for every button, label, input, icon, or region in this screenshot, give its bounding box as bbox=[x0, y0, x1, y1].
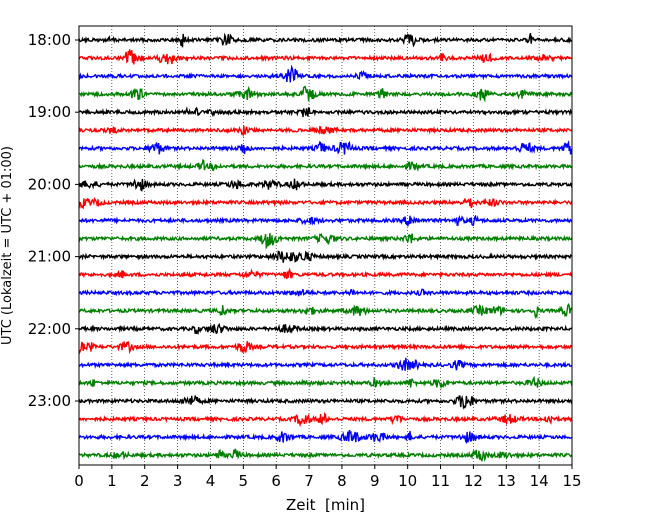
seismic-trace-1845 bbox=[78, 85, 573, 103]
trace-layer bbox=[78, 32, 573, 463]
x-tick-label: 12 bbox=[464, 472, 483, 490]
x-tick-label: 7 bbox=[304, 472, 314, 490]
seismic-trace-2245 bbox=[78, 375, 573, 390]
grid-layer bbox=[111, 26, 540, 465]
x-tick-label: 14 bbox=[530, 472, 549, 490]
x-axis-ticks: 0 1 2 3 4 5 6 7 8 9 10 11 12 13 14 15 bbox=[74, 465, 582, 490]
seismic-trace-2315 bbox=[78, 411, 573, 428]
x-tick-label: 5 bbox=[239, 472, 249, 490]
x-tick-label: 0 bbox=[74, 472, 84, 490]
seismic-trace-1900 bbox=[79, 106, 573, 118]
y-axis-label: UTC (Lokalzeit = UTC + 01:00) bbox=[0, 146, 15, 345]
x-tick-label: 4 bbox=[206, 472, 216, 490]
seismic-trace-1945 bbox=[78, 158, 573, 172]
y-tick-label: 18:00 bbox=[28, 31, 71, 49]
seismic-trace-2000 bbox=[78, 178, 573, 192]
seismic-trace-2130 bbox=[78, 288, 573, 297]
seismic-trace-2015 bbox=[78, 196, 573, 210]
seismic-trace-2200 bbox=[78, 322, 573, 336]
seismic-trace-2230 bbox=[78, 357, 573, 371]
plot-frame bbox=[78, 25, 573, 466]
y-tick-label: 21:00 bbox=[28, 248, 71, 266]
seismic-trace-1915 bbox=[78, 125, 573, 138]
x-tick-label: 10 bbox=[398, 472, 417, 490]
seismic-trace-1930 bbox=[78, 139, 573, 155]
y-tick-label: 22:00 bbox=[28, 320, 71, 338]
x-tick-label: 8 bbox=[337, 472, 347, 490]
y-tick-label: 19:00 bbox=[28, 103, 71, 121]
x-tick-label: 15 bbox=[562, 472, 581, 490]
seismic-trace-2300 bbox=[79, 394, 573, 410]
seismic-trace-1815 bbox=[78, 49, 572, 65]
seismic-trace-2345 bbox=[78, 448, 573, 463]
x-tick-label: 6 bbox=[271, 472, 281, 490]
x-tick-label: 9 bbox=[370, 472, 380, 490]
seismic-trace-2045 bbox=[78, 232, 573, 250]
seismic-trace-1800 bbox=[78, 32, 573, 48]
y-axis-ticks: 18:00 19:00 20:00 21:00 22:00 23:00 bbox=[28, 31, 79, 410]
y-tick-label: 23:00 bbox=[28, 392, 71, 410]
x-tick-label: 3 bbox=[173, 472, 183, 490]
seismic-trace-2215 bbox=[78, 341, 573, 355]
seismic-trace-2330 bbox=[78, 429, 573, 445]
y-tick-label: 20:00 bbox=[28, 175, 71, 193]
seismic-trace-2030 bbox=[78, 214, 573, 227]
x-tick-label: 2 bbox=[140, 472, 150, 490]
x-tick-label: 13 bbox=[497, 472, 516, 490]
seismic-trace-2145 bbox=[78, 303, 573, 320]
x-tick-label: 1 bbox=[107, 472, 117, 490]
seismic-trace-1830 bbox=[78, 64, 573, 83]
x-tick-label: 11 bbox=[431, 472, 450, 490]
seismic-trace-2115 bbox=[78, 267, 573, 280]
x-axis-label: Zeit [min] bbox=[286, 496, 365, 514]
seismic-trace-2100 bbox=[78, 250, 573, 263]
